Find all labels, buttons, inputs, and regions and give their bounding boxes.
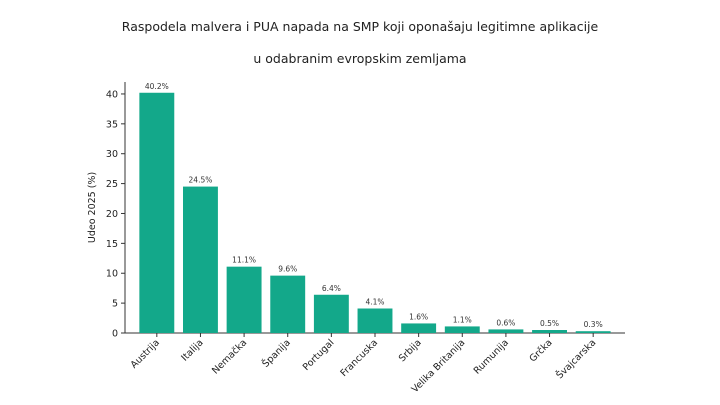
bar xyxy=(313,294,349,333)
x-tick-label: Španija xyxy=(260,337,293,370)
bar xyxy=(488,329,524,333)
bar xyxy=(139,92,175,333)
data-label: 0.6% xyxy=(496,318,515,327)
x-tick-label: Rumunija xyxy=(472,337,511,376)
y-tick-label: 0 xyxy=(112,329,118,340)
y-tick-label: 25 xyxy=(106,179,118,190)
y-tick-label: 5 xyxy=(112,299,118,310)
x-tick-label: Austrija xyxy=(129,337,162,370)
bar xyxy=(532,330,567,333)
bar xyxy=(226,266,262,333)
y-axis-label: Udeo 2025 (%) xyxy=(87,172,98,243)
x-tick-label: Švajcarska xyxy=(554,337,599,382)
y-tick-label: 20 xyxy=(106,209,118,220)
bar xyxy=(444,326,480,333)
x-tick-label: Srbija xyxy=(397,337,424,364)
bar xyxy=(357,308,393,333)
data-label: 24.5% xyxy=(189,176,213,185)
bar xyxy=(401,323,437,333)
y-tick-label: 40 xyxy=(106,89,118,100)
bar xyxy=(183,186,218,333)
data-label: 1.1% xyxy=(453,315,472,324)
x-tick-label: Italija xyxy=(179,337,205,363)
bar xyxy=(575,331,611,333)
data-label: 4.1% xyxy=(365,297,384,306)
data-label: 0.5% xyxy=(540,319,559,328)
chart-title: Raspodela malvera i PUA napada na SMP ko… xyxy=(121,19,599,34)
x-tick-label: Grčka xyxy=(527,337,554,364)
x-tick-label: Francuska xyxy=(338,337,380,379)
y-tick-label: 15 xyxy=(106,239,118,250)
chart-subtitle: u odabranim evropskim zemljama xyxy=(253,51,467,66)
y-tick-label: 30 xyxy=(106,149,118,160)
x-tick-label: Nemačka xyxy=(210,337,249,376)
data-label: 9.6% xyxy=(278,265,297,274)
y-tick-label: 35 xyxy=(106,119,118,130)
data-label: 0.3% xyxy=(584,320,603,329)
data-label: 1.6% xyxy=(409,312,428,321)
x-tick-label: Portugal xyxy=(301,337,337,373)
data-label: 11.1% xyxy=(232,256,256,265)
bar xyxy=(270,275,306,333)
data-label: 40.2% xyxy=(145,82,169,91)
bars xyxy=(139,92,611,333)
data-label: 6.4% xyxy=(322,284,341,293)
y-tick-label: 10 xyxy=(106,269,118,280)
